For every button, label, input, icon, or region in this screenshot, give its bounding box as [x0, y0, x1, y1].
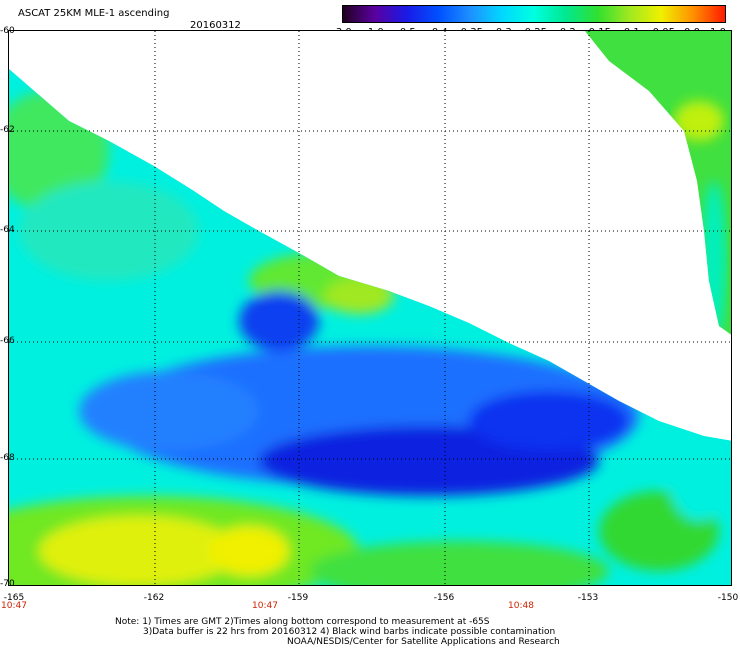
- lon-label: -153: [577, 593, 599, 603]
- lon-label: -156: [433, 593, 455, 603]
- note-line: 3)Data buffer is 22 hrs from 20160312 4)…: [143, 627, 556, 637]
- swath-main: [9, 69, 731, 585]
- swath-right: [585, 31, 731, 336]
- lon-label: -159: [287, 593, 309, 603]
- lon-label: -165: [3, 593, 25, 603]
- lat-label: -64: [0, 225, 15, 235]
- colorbar: [342, 5, 726, 23]
- graticule: [9, 31, 731, 585]
- time-label: 10:48: [508, 601, 534, 611]
- wind-field-raster: [9, 31, 731, 585]
- lat-label: -60: [0, 26, 15, 36]
- lat-label: -70: [0, 579, 15, 589]
- colorbar-fill: [343, 6, 725, 22]
- map-plot-area[interactable]: [8, 30, 732, 586]
- lon-label: -150: [717, 593, 739, 603]
- map-title: ASCAT 25KM MLE-1 ascending: [18, 8, 170, 19]
- note-line: Note: 1) Times are GMT 2)Times along bot…: [115, 617, 490, 627]
- lat-label: -62: [0, 125, 15, 135]
- time-label: 10:47: [252, 601, 278, 611]
- footnotes: Note: 1) Times are GMT 2)Times along bot…: [115, 617, 560, 647]
- note-line: NOAA/NESDIS/Center for Satellite Applica…: [287, 637, 560, 647]
- lat-label: -68: [0, 453, 15, 463]
- time-label: 10:47: [1, 601, 27, 611]
- lon-label: -162: [143, 593, 165, 603]
- colorbar-gradient: [343, 6, 725, 22]
- lat-label: -66: [0, 336, 15, 346]
- map-date: 20160312: [190, 20, 241, 31]
